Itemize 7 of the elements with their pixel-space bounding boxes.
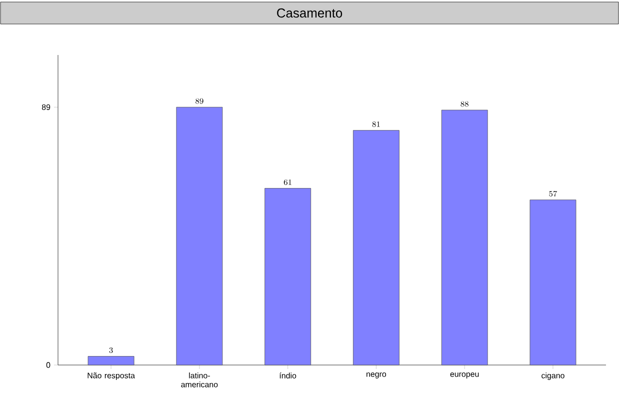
bar (264, 188, 312, 366)
bar (176, 106, 223, 366)
bar (441, 110, 488, 366)
bar (530, 200, 576, 366)
bar (353, 130, 400, 366)
bar (88, 356, 134, 366)
chart-title: Casamento (277, 8, 342, 18)
